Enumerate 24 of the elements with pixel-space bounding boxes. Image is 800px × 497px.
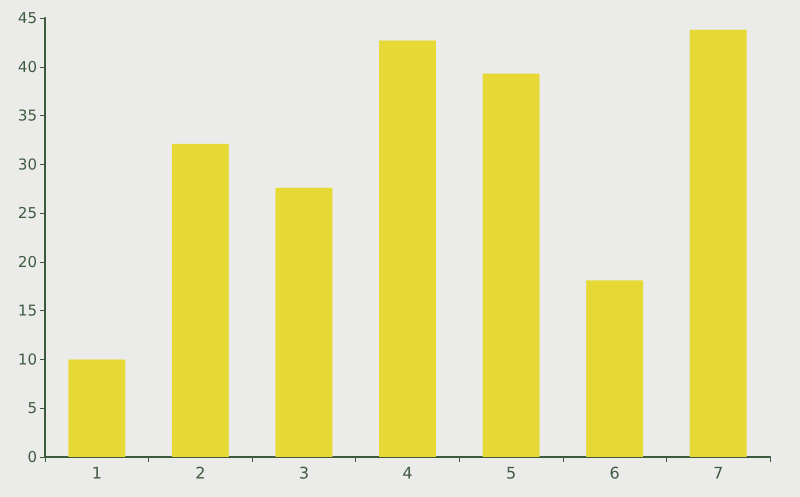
x-tick-label: 4	[402, 464, 413, 482]
bar	[172, 144, 229, 457]
x-tick-label: 2	[195, 464, 206, 482]
bar	[690, 30, 747, 457]
y-tick-label: 45	[18, 9, 37, 27]
bar	[586, 280, 644, 457]
y-tick-label: 25	[18, 204, 37, 222]
bar	[379, 40, 436, 457]
bar	[482, 74, 540, 457]
y-tick-label: 30	[18, 155, 37, 174]
y-tick-label: 5	[27, 399, 37, 418]
y-tick-label: 10	[18, 350, 37, 368]
x-tick-label: 6	[610, 464, 620, 482]
bar	[68, 359, 126, 457]
x-tick-label: 7	[713, 464, 724, 482]
bar	[275, 188, 332, 457]
y-tick-label: 0	[27, 448, 37, 466]
x-tick-label: 1	[92, 464, 102, 482]
y-tick-label: 40	[18, 58, 37, 76]
y-tick-label: 20	[18, 252, 37, 271]
y-tick-label: 35	[18, 106, 37, 125]
y-tick-label: 15	[18, 302, 37, 320]
x-tick-label: 5	[506, 464, 516, 482]
x-tick-label: 3	[298, 464, 310, 482]
